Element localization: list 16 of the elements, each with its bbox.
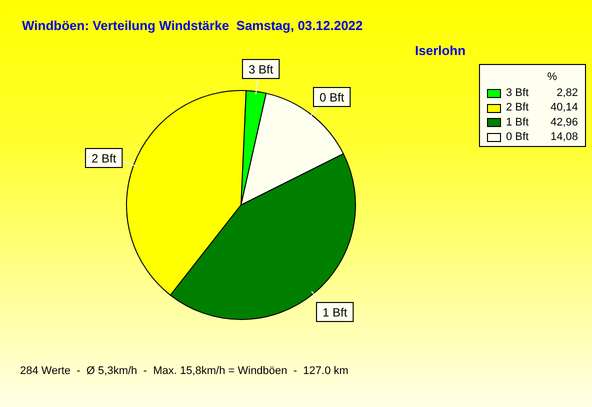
legend-label: 1 Bft [506,116,529,128]
slice-label: 2 Bft [91,151,117,166]
legend-label: 0 Bft [506,131,529,144]
legend-title: % [547,71,558,84]
data-label: 2,82 [556,87,578,100]
legend-label: 3 Bft [506,87,529,100]
slice-label: 0 Bft [319,90,345,104]
slice-label: 1 Bft [322,305,348,320]
data-label: 40,14 [550,102,578,114]
slice-label: 3 Bft [248,62,274,76]
legend-label: 2 Bft [506,102,529,114]
chart-title: Windböen: Verteilung Windstärke Samstag, 03.12.2022 [22,18,363,33]
data-label: 42,96 [550,116,578,128]
chart-subtitle: Iserlohn [415,43,466,58]
data-label: 14,08 [550,131,578,144]
text: 284 Werte - Ø 5,3km/h - Max. 15,8km/h = Windböen - 127.0 km [20,365,348,377]
